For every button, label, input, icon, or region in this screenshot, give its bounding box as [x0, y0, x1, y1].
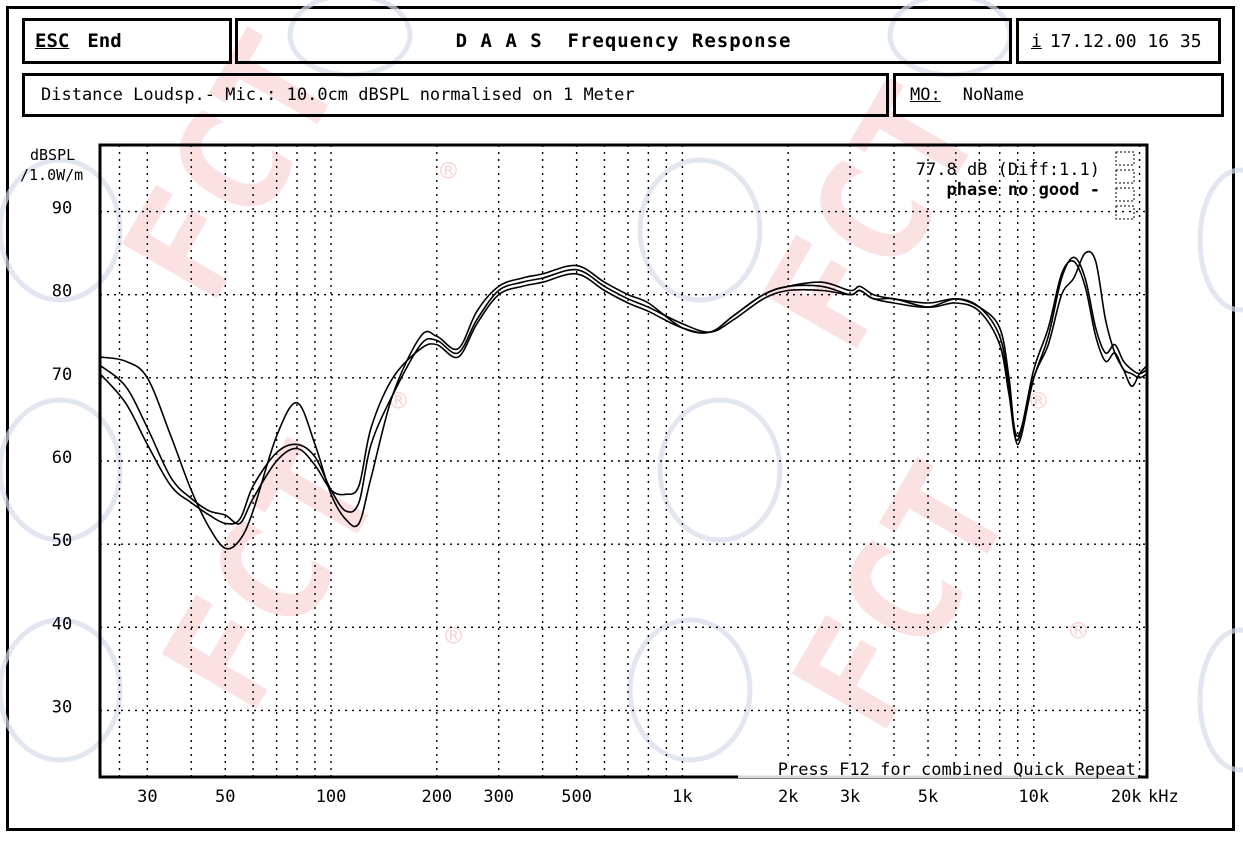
mo-key-label: MO:: [910, 85, 941, 105]
marker-icon: [1115, 169, 1135, 184]
title-text: D A A S Frequency Response: [455, 30, 792, 52]
x-tick-label: 100: [316, 787, 347, 807]
y-tick-label: 80: [52, 282, 72, 302]
x-tick-label: 50: [215, 787, 235, 807]
x-tick-label: 20k: [1111, 787, 1142, 807]
x-tick-label: 1k: [672, 787, 692, 807]
y-tick-label: 90: [52, 199, 72, 219]
y-tick-labels: 90 80 70 60 50 40 30: [52, 199, 72, 718]
y-tick-label: 30: [52, 697, 72, 717]
mo-value: NoName: [962, 85, 1025, 105]
marker-icon: [1115, 205, 1135, 220]
window-title: D A A S Frequency Response: [235, 18, 1012, 64]
x-tick-label: 3k: [840, 787, 860, 807]
distance-text: Distance Loudsp.- Mic.: 10.0cm dBSPL nor…: [41, 85, 635, 105]
info-key-label: i: [1031, 30, 1042, 52]
phase-annotation: phase no good -: [946, 180, 1100, 200]
marker-icon: [1115, 151, 1135, 166]
y-axis-label: dBSPL: [30, 146, 75, 164]
esc-end-button[interactable]: ESC End: [22, 18, 232, 64]
datetime-text: 17.12.00 16 35: [1049, 30, 1202, 52]
end-label: End: [87, 30, 122, 52]
distance-info: Distance Loudsp.- Mic.: 10.0cm dBSPL nor…: [22, 73, 889, 117]
mo-name-field[interactable]: MO: NoName: [893, 73, 1224, 117]
plot-area: [98, 143, 1149, 779]
x-axis-unit: kHz: [1148, 787, 1179, 807]
x-tick-label: 200: [421, 787, 452, 807]
y-tick-label: 60: [52, 448, 72, 468]
x-tick-label: 30: [137, 787, 157, 807]
marker-icon: [1115, 187, 1135, 202]
response-series-line: [99, 250, 1148, 550]
esc-key-label: ESC: [35, 30, 70, 52]
chart-grid: [100, 145, 1147, 777]
quick-repeat-hint: Press F12 for combined Quick Repeat: [778, 760, 1136, 780]
series-layer: [99, 250, 1148, 550]
x-tick-label: 300: [483, 787, 514, 807]
x-tick-labels: 30 50 100 200 300 500 1k 2k 3k 5k 10k 20k: [137, 787, 1141, 807]
y-tick-label: 50: [52, 531, 72, 551]
marker-icons: [1115, 151, 1135, 220]
y-tick-label: 70: [52, 365, 72, 385]
y-tick-label: 40: [52, 614, 72, 634]
x-tick-label: 10k: [1018, 787, 1049, 807]
response-series-line: [99, 256, 1148, 525]
x-tick-label: 2k: [778, 787, 798, 807]
x-tick-label: 5k: [918, 787, 938, 807]
x-tick-label: 500: [561, 787, 592, 807]
level-annotation: 77.8 dB (Diff:1.1): [916, 160, 1100, 180]
y-axis-unit: /1.0W/m: [20, 166, 83, 184]
info-datetime-button[interactable]: i 17.12.00 16 35: [1016, 18, 1221, 64]
